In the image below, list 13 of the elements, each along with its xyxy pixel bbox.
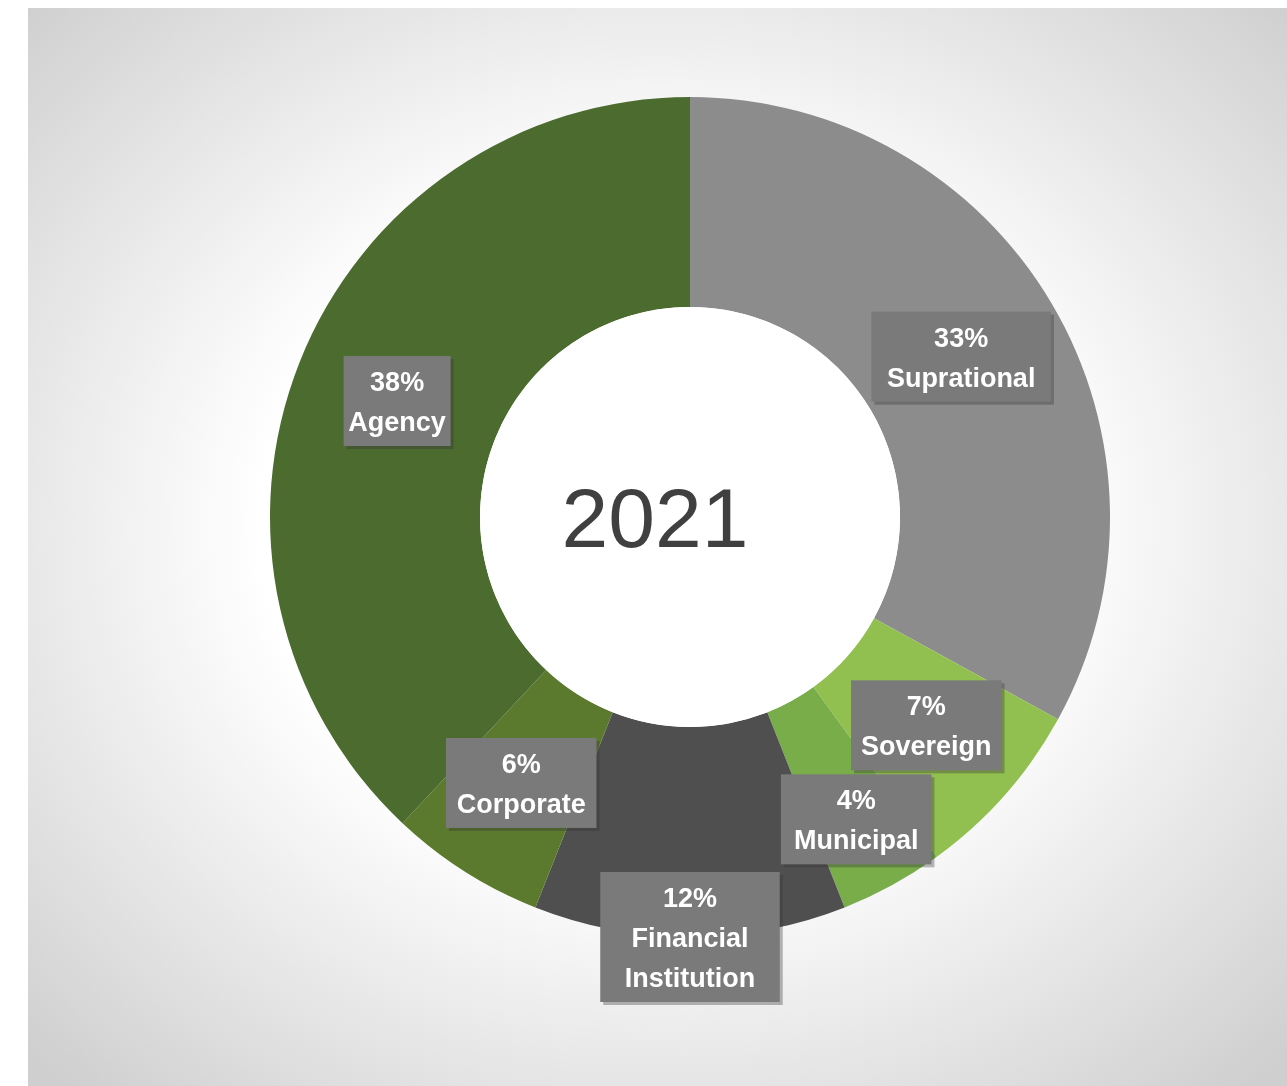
text: 2021 (561, 471, 749, 566)
slice-label: Suprational (886, 362, 1036, 393)
data-label: 33% (934, 322, 989, 353)
slice-label: Municipal (793, 825, 919, 856)
data-label: 6% (501, 748, 541, 779)
slice-label: Sovereign (861, 731, 992, 762)
slice-label: Corporate (456, 788, 586, 819)
data-label: 7% (906, 691, 946, 722)
data-label: 12% (662, 883, 718, 913)
slice-label: Financial Institution (624, 923, 756, 993)
data-label: 4% (836, 785, 876, 816)
slice-label: Agency (348, 407, 446, 438)
data-label: 38% (370, 367, 425, 398)
